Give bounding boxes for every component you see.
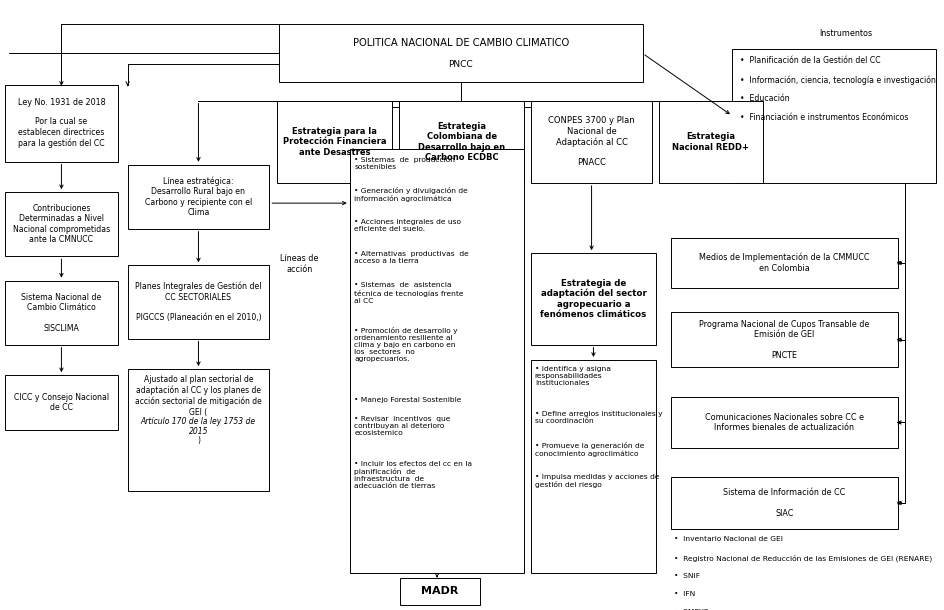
Text: Artículo 170 de la ley 1753 de
2015: Artículo 170 de la ley 1753 de 2015: [141, 417, 256, 436]
Bar: [127, 165, 269, 229]
Text: Líneas de
acción: Líneas de acción: [280, 254, 318, 274]
Bar: [5, 375, 118, 430]
Bar: [399, 578, 480, 605]
Text: • Sistemas  de  asistencia
técnica de tecnologías frente
al CC: • Sistemas de asistencia técnica de tecn…: [354, 282, 464, 304]
Text: • Promoción de desarrollo y
ordenamiento resiliente al
clima y bajo en carbono e: • Promoción de desarrollo y ordenamiento…: [354, 327, 458, 362]
Text: •  Inventario Nacional de GEI: • Inventario Nacional de GEI: [673, 536, 782, 542]
Bar: [5, 281, 118, 345]
Text: • Revisar  incentivos  que
contribuyan al deterioro
ecosistemico: • Revisar incentivos que contribuyan al …: [354, 416, 450, 436]
Text: Instrumentos: Instrumentos: [818, 29, 871, 38]
Bar: [658, 101, 762, 183]
Text: Por la cual se
establecen directrices
para la gestión del CC: Por la cual se establecen directrices pa…: [18, 118, 105, 148]
Text: CICC y Consejo Nacional
de CC: CICC y Consejo Nacional de CC: [14, 393, 109, 412]
Text: • Impulsa medidas y acciones de
gestión del riesgo: • Impulsa medidas y acciones de gestión …: [534, 474, 659, 488]
Text: Sistema Nacional de
Cambio Climático

SISCLIMA: Sistema Nacional de Cambio Climático SIS…: [22, 293, 101, 332]
Text: Ajustado al plan sectorial de
adaptación al CC y los planes de
acción sectorial : Ajustado al plan sectorial de adaptación…: [135, 375, 261, 417]
Bar: [732, 49, 935, 183]
Text: •  IFN: • IFN: [673, 591, 694, 597]
Text: • Generación y divulgación de
información agroclimática: • Generación y divulgación de informació…: [354, 187, 467, 203]
Text: Medios de Implementación de la CMMUCC
en Colombia: Medios de Implementación de la CMMUCC en…: [699, 253, 868, 273]
Text: Estrategia para la
Protección Financiera
ante Desastres: Estrategia para la Protección Financiera…: [282, 127, 386, 157]
Text: Estrategia
Nacional REDD+: Estrategia Nacional REDD+: [671, 132, 749, 151]
Text: •  Educación: • Educación: [739, 94, 789, 103]
Text: • Identifica y asigna
responsabilidades
institucionales: • Identifica y asigna responsabilidades …: [534, 366, 610, 386]
Text: Comunicaciones Nacionales sobre CC e
Informes bienales de actualización: Comunicaciones Nacionales sobre CC e Inf…: [704, 413, 863, 432]
Bar: [670, 396, 897, 448]
Bar: [670, 312, 897, 367]
Bar: [5, 192, 118, 256]
Text: • Sistemas  de  producción
sostenibles: • Sistemas de producción sostenibles: [354, 156, 455, 170]
Text: •  Financiación e instrumentos Económicos: • Financiación e instrumentos Económicos: [739, 113, 907, 122]
Text: Planes Integrales de Gestión del
CC SECTORIALES

PIGCCS (Planeación en el 2010,): Planes Integrales de Gestión del CC SECT…: [135, 282, 261, 322]
Text: Programa Nacional de Cupos Transable de
Emisión de GEI

PNCTE: Programa Nacional de Cupos Transable de …: [699, 320, 868, 360]
Bar: [5, 85, 118, 162]
Text: • Define arreglos institucionales y
su coordinación: • Define arreglos institucionales y su c…: [534, 411, 662, 423]
Bar: [531, 253, 655, 345]
Text: •  SMBYC: • SMBYC: [673, 609, 707, 610]
Text: Contribuciones
Determinadas a Nivel
Nacional comprometidas
ante la CMNUCC: Contribuciones Determinadas a Nivel Naci…: [13, 204, 110, 244]
Text: ): ): [196, 436, 200, 445]
Bar: [531, 101, 651, 183]
Text: Línea estratégica:
Desarrollo Rural bajo en
Carbono y recipiente con el
Clima: Línea estratégica: Desarrollo Rural bajo…: [144, 176, 252, 217]
Text: • Incluir los efectos del cc en la
planificación  de
infraestructura  de
adecuac: • Incluir los efectos del cc en la plani…: [354, 461, 472, 489]
Bar: [398, 101, 524, 183]
Text: •  Planificación de la Gestión del CC: • Planificación de la Gestión del CC: [739, 56, 880, 65]
Text: •  Registro Nacional de Reducción de las Emisiones de GEI (RENARE): • Registro Nacional de Reducción de las …: [673, 554, 931, 562]
Text: • Acciones integrales de uso
eficiente del suelo.: • Acciones integrales de uso eficiente d…: [354, 219, 461, 232]
Text: •  Información, ciencia, tecnología e investigación: • Información, ciencia, tecnología e inv…: [739, 75, 935, 85]
Bar: [670, 238, 897, 288]
Bar: [127, 265, 269, 339]
Text: • Promueve la generación de
conocimiento agroclimático: • Promueve la generación de conocimiento…: [534, 442, 644, 457]
Text: •  SNIF: • SNIF: [673, 573, 700, 579]
Text: PNCC: PNCC: [447, 60, 473, 70]
Text: • Manejo Forestal Sostenible: • Manejo Forestal Sostenible: [354, 397, 462, 403]
Bar: [278, 24, 642, 82]
Text: Ley No. 1931 de 2018: Ley No. 1931 de 2018: [18, 98, 105, 107]
Text: Estrategia
Colombiana de
Desarrollo bajo en
Carbono ECDBC: Estrategia Colombiana de Desarrollo bajo…: [417, 122, 505, 162]
Text: Estrategia de
adaptación del sector
agropecuario a
fenómenos climáticos: Estrategia de adaptación del sector agro…: [540, 279, 646, 319]
Text: MADR: MADR: [421, 586, 458, 597]
Text: Sistema de Información de CC

SIAC: Sistema de Información de CC SIAC: [722, 488, 845, 518]
Bar: [277, 101, 392, 183]
Text: • Alternativas  productivas  de
acceso a la tierra: • Alternativas productivas de acceso a l…: [354, 251, 468, 264]
Bar: [670, 477, 897, 529]
Text: POLITICA NACIONAL DE CAMBIO CLIMATICO: POLITICA NACIONAL DE CAMBIO CLIMATICO: [352, 38, 568, 48]
Text: CONPES 3700 y Plan
Nacional de
Adaptación al CC

PNACC: CONPES 3700 y Plan Nacional de Adaptació…: [548, 117, 634, 167]
Bar: [349, 149, 524, 573]
Bar: [127, 369, 269, 491]
Bar: [531, 360, 655, 573]
